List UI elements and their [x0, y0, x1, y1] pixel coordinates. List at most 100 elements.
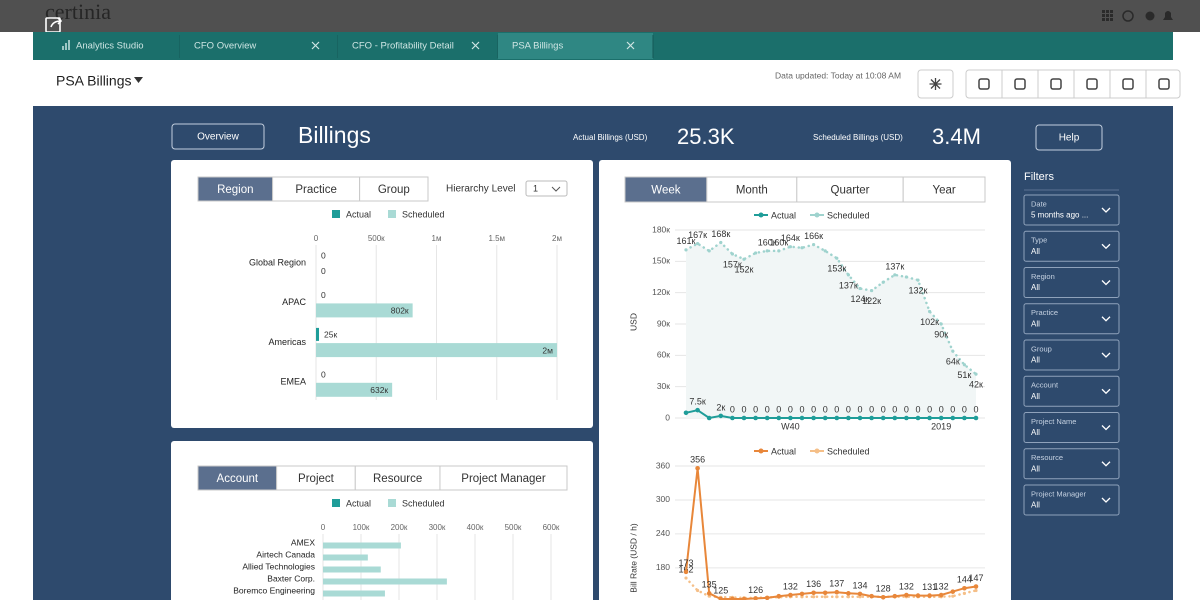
- top-icons[interactable]: [1102, 10, 1173, 22]
- hierarchy-chevron[interactable]: [551, 186, 561, 192]
- toggle-label[interactable]: Practice: [295, 184, 337, 196]
- filter-label[interactable]: Project Name: [1031, 417, 1076, 426]
- tab[interactable]: [498, 33, 653, 59]
- filter-label[interactable]: Date: [1031, 199, 1047, 208]
- tab-close[interactable]: [626, 41, 635, 50]
- filter-label[interactable]: Group: [1031, 344, 1052, 353]
- filter-value[interactable]: All: [1031, 247, 1040, 256]
- toggle-label[interactable]: Quarter: [831, 185, 870, 197]
- value-label: 0: [869, 404, 874, 414]
- toggle-button[interactable]: [197, 465, 278, 491]
- point: [706, 415, 712, 421]
- toggle-button[interactable]: [354, 465, 441, 491]
- filter-box[interactable]: [1023, 194, 1120, 226]
- toggle-button[interactable]: [706, 176, 798, 203]
- hierarchy-value[interactable]: 1: [533, 183, 538, 193]
- filter-chevron[interactable]: [1101, 352, 1111, 358]
- toggle-button[interactable]: [796, 176, 904, 203]
- hierarchy-select[interactable]: [525, 180, 568, 197]
- toggle-label[interactable]: Group: [378, 184, 410, 196]
- tool-icon[interactable]: [1014, 78, 1026, 90]
- toggle-button[interactable]: [902, 176, 986, 203]
- filter-box[interactable]: [1023, 339, 1120, 371]
- filter-chevron[interactable]: [1101, 316, 1111, 322]
- filter-box[interactable]: [1023, 230, 1120, 262]
- filter-label[interactable]: Account: [1031, 381, 1059, 390]
- point: [916, 278, 920, 282]
- toggle-button[interactable]: [624, 176, 708, 203]
- filter-value[interactable]: All: [1031, 319, 1040, 328]
- filter-box[interactable]: [1023, 448, 1120, 480]
- filter-value[interactable]: All: [1031, 356, 1040, 365]
- toggle-label[interactable]: Week: [651, 185, 680, 197]
- filter-chevron[interactable]: [1101, 497, 1111, 503]
- toggle-label[interactable]: Resource: [373, 473, 422, 485]
- value-label: 0: [753, 404, 758, 414]
- toggle-button[interactable]: [272, 176, 361, 202]
- toggle-label[interactable]: Project: [298, 473, 335, 485]
- overview-label[interactable]: Overview: [197, 132, 239, 143]
- filter-value[interactable]: All: [1031, 392, 1040, 401]
- filter-chevron[interactable]: [1101, 425, 1111, 431]
- filter-label[interactable]: Project Manager: [1031, 489, 1087, 498]
- value-label: 147: [968, 573, 983, 583]
- toggle-button[interactable]: [439, 465, 568, 491]
- tab-close[interactable]: [311, 41, 320, 50]
- filter-box[interactable]: [1023, 484, 1120, 516]
- filter-value[interactable]: 5 months ago ...: [1031, 211, 1088, 220]
- tab-label[interactable]: PSA Billings: [512, 41, 563, 52]
- bar: [323, 590, 385, 597]
- filter-box[interactable]: [1023, 412, 1120, 443]
- tool-icon[interactable]: [1122, 78, 1134, 90]
- filter-chevron[interactable]: [1101, 461, 1111, 467]
- toggle-label[interactable]: Project Manager: [461, 473, 546, 485]
- overview-button[interactable]: [171, 123, 265, 150]
- tool-icon[interactable]: [1158, 78, 1170, 90]
- region-panel: [171, 160, 593, 428]
- help-button[interactable]: [1035, 124, 1103, 151]
- tool-icon[interactable]: [1086, 78, 1098, 90]
- value-label: 173: [678, 558, 693, 568]
- tab-label[interactable]: CFO Overview: [194, 41, 256, 52]
- filter-chevron[interactable]: [1101, 207, 1111, 213]
- tab[interactable]: [52, 33, 180, 59]
- toggle-label[interactable]: Year: [932, 185, 955, 197]
- toggle-button[interactable]: [197, 176, 274, 202]
- filter-label[interactable]: Region: [1031, 272, 1055, 281]
- tool-group[interactable]: [965, 69, 1181, 99]
- filter-label[interactable]: Practice: [1031, 308, 1058, 317]
- filter-value[interactable]: All: [1031, 283, 1040, 292]
- tab-label[interactable]: CFO - Profitability Detail: [352, 41, 454, 52]
- tool-icon[interactable]: [978, 78, 990, 90]
- filter-chevron[interactable]: [1101, 388, 1111, 395]
- tool-icon[interactable]: [1050, 78, 1062, 90]
- filter-value[interactable]: All: [1031, 501, 1040, 510]
- filter-chevron[interactable]: [1101, 280, 1111, 286]
- title-caret[interactable]: [134, 77, 143, 83]
- tool-icon[interactable]: [929, 78, 942, 90]
- filter-chevron[interactable]: [1101, 243, 1111, 250]
- value-label: 0: [857, 404, 862, 414]
- toggle-label[interactable]: Month: [736, 185, 768, 197]
- point: [857, 415, 863, 421]
- filter-box[interactable]: [1023, 375, 1120, 407]
- page-title[interactable]: PSA Billings: [56, 73, 131, 89]
- value-label: 152к: [735, 265, 754, 275]
- tab-label[interactable]: Analytics Studio: [76, 41, 144, 52]
- filter-value[interactable]: All: [1031, 464, 1040, 473]
- filter-label[interactable]: Resource: [1031, 453, 1063, 462]
- help-label[interactable]: Help: [1059, 133, 1080, 144]
- tab[interactable]: [180, 33, 338, 59]
- toggle-label[interactable]: Region: [217, 184, 253, 196]
- point: [880, 595, 886, 600]
- toggle-button[interactable]: [359, 176, 429, 202]
- filter-box[interactable]: [1023, 303, 1120, 335]
- point: [846, 273, 851, 277]
- tab[interactable]: [338, 33, 498, 59]
- filter-value[interactable]: All: [1031, 428, 1040, 437]
- filter-box[interactable]: [1023, 267, 1120, 298]
- filter-label[interactable]: Type: [1031, 236, 1047, 245]
- tabs: Analytics Studio CFO Overview CFO - Profit…: [52, 33, 654, 59]
- toggle-label[interactable]: Account: [217, 473, 259, 485]
- tab-close[interactable]: [471, 41, 480, 50]
